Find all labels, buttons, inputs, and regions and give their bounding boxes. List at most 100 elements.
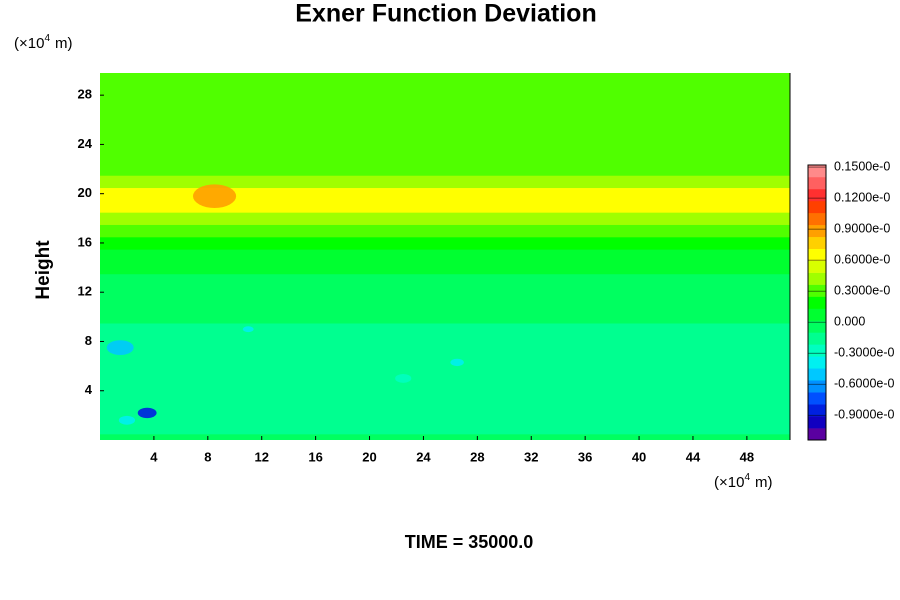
- anomaly: [137, 407, 157, 419]
- contour-band: [100, 101, 790, 115]
- y-tick-label: 8: [85, 333, 92, 348]
- x-tick-label: 4: [150, 449, 158, 464]
- y-tick-label: 12: [78, 284, 92, 299]
- colorbar-swatch: [808, 272, 826, 285]
- contour-band: [100, 187, 790, 201]
- contour-band: [100, 298, 790, 312]
- contour-band: [100, 433, 790, 440]
- anomaly: [450, 358, 464, 367]
- contour-band: [100, 409, 790, 423]
- colorbar-swatch: [808, 212, 826, 226]
- colorbar-swatch: [808, 224, 826, 238]
- x-tick-label: 20: [362, 449, 376, 464]
- colorbar-swatch: [808, 188, 826, 202]
- contour-band: [100, 310, 790, 324]
- colorbar-swatch: [808, 332, 826, 345]
- y-tick-label: 4: [85, 382, 93, 397]
- contour-band: [100, 335, 790, 349]
- contour-band: [100, 384, 790, 398]
- contour-band: [100, 138, 790, 152]
- contour-band: [100, 273, 790, 287]
- anomaly: [395, 373, 412, 383]
- contour-band: [100, 347, 790, 361]
- colorbar-label: 0.000: [834, 314, 865, 328]
- colorbar-swatch: [808, 308, 826, 321]
- x-tick-label: 48: [740, 449, 754, 464]
- field: [100, 73, 790, 440]
- colorbar-swatch: [808, 368, 826, 381]
- colorbar-label: -0.9000e-0: [834, 407, 895, 421]
- colorbar-swatch: [808, 260, 826, 273]
- contour-band: [100, 73, 790, 78]
- colorbar-swatch: [808, 380, 826, 393]
- colorbar-label: 0.6000e-0: [834, 252, 890, 266]
- contour-band: [100, 236, 790, 250]
- colorbar-swatch: [808, 428, 826, 441]
- contour-band: [100, 199, 790, 213]
- x-tick-label: 12: [254, 449, 268, 464]
- colorbar-label: -0.6000e-0: [834, 376, 895, 390]
- colorbar-swatch: [808, 392, 826, 405]
- x-tick-label: 32: [524, 449, 538, 464]
- x-tick-label: 36: [578, 449, 592, 464]
- contour-band: [100, 212, 790, 225]
- y-tick-label: 16: [78, 234, 92, 249]
- colorbar-swatch: [808, 236, 826, 249]
- y-tick-label: 24: [78, 136, 93, 151]
- anomaly: [192, 184, 237, 208]
- y-unit-base: (×10: [14, 35, 44, 52]
- y-axis-label: Height: [33, 240, 54, 300]
- colorbar-swatch: [808, 404, 826, 417]
- x-tick-label: 44: [686, 449, 701, 464]
- colorbar-swatch: [808, 356, 826, 369]
- time-label: TIME = 35000.0: [405, 532, 534, 552]
- contour-band: [100, 396, 790, 410]
- contour-band: [100, 76, 790, 90]
- anomaly: [106, 340, 134, 356]
- colorbar-label: 0.9000e-0: [834, 221, 890, 235]
- colorbar-swatch: [808, 296, 826, 309]
- x-unit: (×104 m): [714, 472, 773, 491]
- anomaly: [608, 421, 630, 434]
- anomaly: [118, 415, 136, 425]
- x-unit-exp: 4: [744, 472, 750, 483]
- x-unit-base: (×10: [714, 474, 744, 491]
- contour-band: [100, 162, 790, 176]
- colorbar-swatch: [808, 200, 826, 214]
- colorbar-label: 0.1500e-0: [834, 159, 890, 173]
- contour-band: [100, 125, 790, 139]
- contour-band: [100, 372, 790, 386]
- anomaly: [242, 326, 254, 333]
- colorbar-swatch: [808, 176, 826, 190]
- colorbar-label: 0.1200e-0: [834, 190, 890, 204]
- colorbar-swatch: [808, 416, 826, 429]
- colorbar-swatch: [808, 165, 826, 178]
- contour-band: [100, 113, 790, 127]
- contour-band: [100, 224, 790, 238]
- x-tick-label: 40: [632, 449, 646, 464]
- contour-band: [100, 421, 790, 435]
- colorbar-label: 0.3000e-0: [834, 283, 890, 297]
- y-tick-label: 28: [78, 87, 92, 102]
- contour-band: [100, 249, 790, 262]
- contour-band: [100, 323, 790, 336]
- y-tick-label: 20: [78, 185, 92, 200]
- colorbar-swatch: [808, 344, 826, 357]
- colorbar-label: -0.3000e-0: [834, 345, 895, 359]
- x-tick-label: 16: [308, 449, 322, 464]
- x-unit-unit: m): [755, 474, 773, 491]
- colorbar-swatch: [808, 248, 826, 261]
- contour-band: [100, 150, 790, 164]
- x-tick-label: 24: [416, 449, 431, 464]
- contour-band: [100, 359, 790, 373]
- contour-band: [100, 175, 790, 189]
- y-unit-unit: m): [55, 35, 73, 52]
- colorbar-frame: [807, 164, 827, 441]
- contour-band: [100, 89, 790, 102]
- contour-band: [100, 286, 790, 299]
- y-unit: (×104 m): [14, 33, 73, 52]
- colorbar-swatch: [808, 320, 826, 333]
- x-tick-label: 28: [470, 449, 484, 464]
- y-unit-exp: 4: [44, 33, 50, 44]
